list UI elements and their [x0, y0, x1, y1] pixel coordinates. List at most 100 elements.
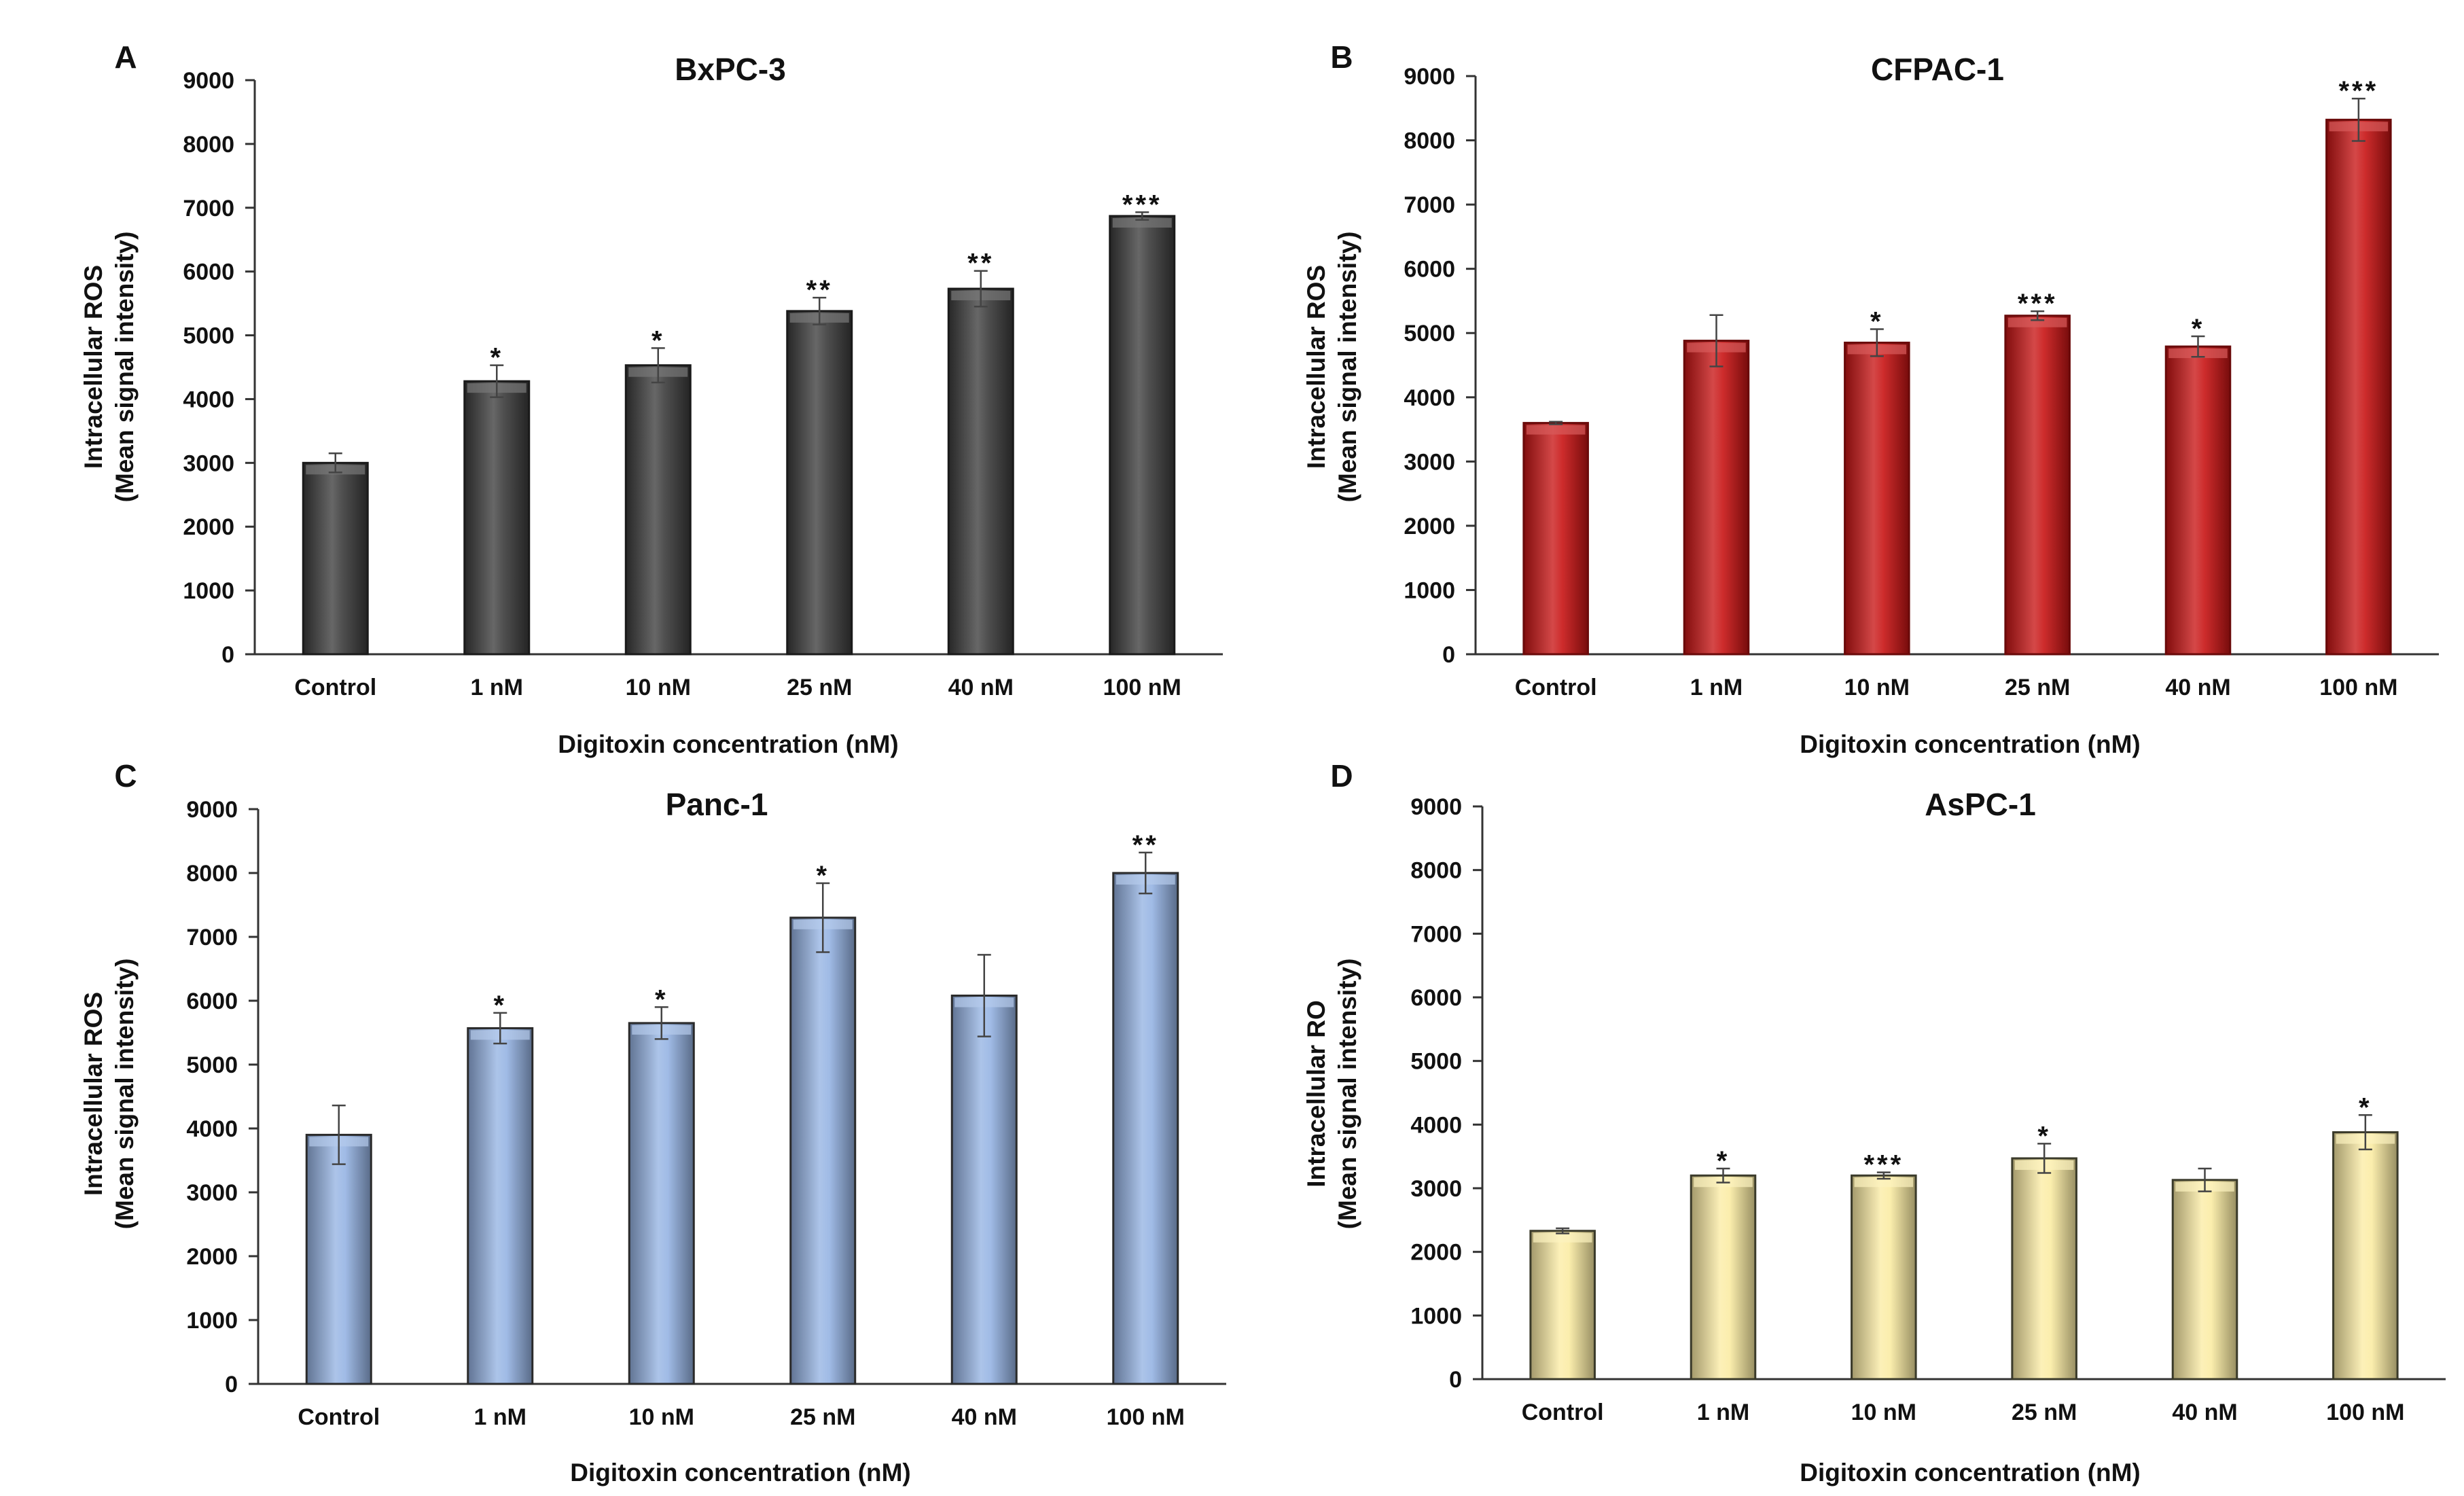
chart-title: BxPC-3	[675, 52, 786, 87]
chart-title: AsPC-1	[1925, 787, 2036, 822]
panel-c: C Panc-1 0 1000 2000 3000 4000 5000 6000 7000 8000…	[79, 758, 1226, 1486]
panel-letter: D	[1330, 758, 1353, 794]
bar	[2325, 118, 2392, 656]
y-tick-label: 6000	[186, 989, 238, 1014]
significance-marker: *	[493, 991, 507, 1020]
significance-marker: **	[1132, 830, 1159, 860]
bar	[947, 287, 1014, 656]
x-tick-label: Control	[294, 675, 376, 700]
x-axis-title: Digitoxin concentration (nM)	[1800, 730, 2141, 758]
y-tick-label: 9000	[1404, 64, 1455, 90]
x-tick-label: 40 nM	[2165, 675, 2230, 700]
x-axis-title: Digitoxin concentration (nM)	[1800, 1459, 2141, 1486]
x-tick-label: 10 nM	[629, 1404, 694, 1430]
y-tick-label: 3000	[186, 1180, 238, 1206]
x-tick-label: 1 nM	[471, 675, 523, 700]
x-tick-label: 1 nM	[474, 1404, 526, 1430]
y-tick-label: 1000	[186, 1308, 238, 1334]
y-tick-label: 3000	[1410, 1176, 1462, 1202]
x-tick-label: 25 nM	[787, 675, 852, 700]
x-tick-label: Control	[1515, 675, 1597, 700]
y-tick-label: 9000	[183, 68, 234, 94]
significance-marker: *	[1870, 307, 1884, 337]
y-tick-label: 2000	[183, 514, 234, 540]
x-tick-label: 1 nM	[1690, 675, 1743, 700]
bar-highlight	[1112, 217, 1172, 228]
y-axis-title: Intracellular RO (Mean signal intensity)	[1302, 959, 1361, 1230]
significance-marker: **	[806, 275, 833, 305]
y-tick-label: 5000	[1410, 1049, 1462, 1075]
x-axis-title: Digitoxin concentration (nM)	[558, 730, 899, 758]
y-axis-title-line1: Intracellular ROS	[1302, 265, 1330, 469]
y-tick-label: 7000	[183, 196, 234, 221]
y-tick-label: 5000	[186, 1052, 238, 1078]
x-tick-label: 100 nM	[2319, 675, 2397, 700]
bar	[2171, 1179, 2238, 1381]
chart-title: CFPAC-1	[1871, 52, 2004, 87]
y-tick-label: 4000	[183, 387, 234, 412]
x-tick-label: 10 nM	[626, 675, 691, 700]
bar-highlight	[1533, 1232, 1592, 1243]
y-tick-label: 1000	[183, 578, 234, 604]
bar	[463, 380, 531, 656]
bar	[624, 364, 692, 656]
significance-marker: *	[655, 984, 668, 1014]
y-tick-label: 5000	[183, 323, 234, 349]
panel-letter: C	[114, 758, 137, 794]
y-tick-label: 0	[1442, 642, 1455, 668]
x-tick-label: 25 nM	[790, 1404, 855, 1430]
x-tick-label: 100 nM	[1103, 675, 1181, 700]
y-axis-title-line2: (Mean signal intensity)	[111, 232, 139, 503]
y-axis-title-line2: (Mean signal intensity)	[1334, 232, 1361, 503]
y-tick-label: 7000	[1410, 921, 1462, 947]
bar	[467, 1027, 534, 1385]
x-tick-label: Control	[298, 1404, 380, 1430]
y-tick-label: 0	[225, 1372, 238, 1397]
y-tick-label: 5000	[1404, 321, 1455, 346]
panel-a: A BxPC-3 0 1000 2000 3000 4000 5000 6000 7000 8000…	[79, 39, 1223, 758]
x-tick-label: 40 nM	[948, 675, 1014, 700]
y-axis-title-line1: Intracellular ROS	[79, 992, 107, 1196]
y-tick-label: 8000	[1404, 128, 1455, 154]
bar	[1851, 1174, 1917, 1381]
y-tick-label: 9000	[186, 797, 238, 823]
significance-marker: **	[967, 249, 994, 279]
bar	[1522, 422, 1589, 656]
y-tick-label: 8000	[183, 132, 234, 158]
x-tick-label: 10 nM	[1844, 675, 1910, 700]
bar	[2011, 1157, 2077, 1381]
x-axis-title: Digitoxin concentration (nM)	[570, 1459, 911, 1486]
bar	[1109, 215, 1176, 656]
panel-letter: B	[1330, 39, 1353, 75]
y-axis-title-line1: Intracellular ROS	[79, 265, 107, 469]
x-tick-label: 25 nM	[2005, 675, 2070, 700]
y-tick-label: 9000	[1410, 794, 1462, 820]
y-axis-title: Intracellular ROS (Mean signal intensity)	[79, 232, 139, 503]
y-tick-label: 1000	[1404, 577, 1455, 603]
significance-marker: *	[2192, 314, 2205, 344]
panel-b: B CFPAC-1 0 1000 2000 3000 4000 5000 6000 7000 800…	[1302, 39, 2439, 758]
bar	[1690, 1174, 1757, 1381]
bar	[789, 916, 857, 1385]
y-tick-label: 8000	[1410, 858, 1462, 884]
bar	[1112, 872, 1179, 1385]
y-axis-title-line2: (Mean signal intensity)	[111, 959, 139, 1230]
y-axis-title: Intracellular ROS (Mean signal intensity)	[1302, 232, 1361, 503]
bar	[2004, 315, 2071, 656]
y-tick-label: 6000	[1404, 257, 1455, 283]
panel-d: D AsPC-1 0 1000 2000 3000 4000 5000 6000 7000 8000…	[1302, 758, 2446, 1486]
significance-marker: *	[651, 325, 665, 355]
significance-marker: *	[816, 861, 829, 891]
significance-marker: *	[2037, 1121, 2051, 1151]
bar	[2164, 345, 2232, 656]
y-tick-label: 7000	[1404, 192, 1455, 218]
y-tick-label: 0	[1449, 1367, 1462, 1393]
y-tick-label: 6000	[1410, 985, 1462, 1011]
y-tick-label: 8000	[186, 861, 238, 887]
significance-marker: ***	[1863, 1150, 1904, 1180]
panel-letter: A	[114, 39, 137, 75]
bar	[950, 994, 1018, 1385]
y-tick-label: 4000	[1404, 385, 1455, 411]
y-tick-label: 0	[221, 642, 234, 668]
